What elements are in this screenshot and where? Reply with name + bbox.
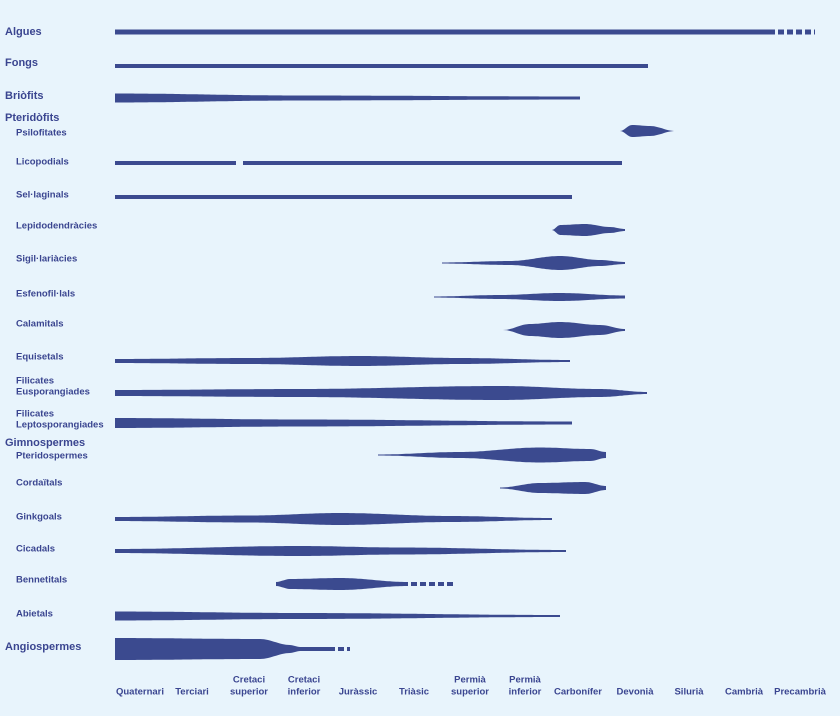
- subgroup-label: Licopodials: [16, 157, 69, 168]
- range-dash: [429, 582, 435, 586]
- range-spindle: [115, 195, 572, 199]
- period-label: Triàsic: [399, 687, 429, 698]
- subgroup-label: Sel·laginals: [16, 190, 69, 201]
- range-spindle: [115, 356, 570, 366]
- range-spindle: [620, 125, 675, 137]
- period-label: Cretaci: [288, 675, 320, 686]
- group-label: Angiospermes: [5, 641, 81, 653]
- subgroup-label: Calamitals: [16, 319, 64, 330]
- range-spindle: [115, 93, 580, 103]
- rows: Algues Fongs Briòfits Pteridòfits Psilofitat…: [5, 26, 815, 660]
- range-dash: [347, 647, 350, 651]
- range-spindle: [552, 224, 625, 236]
- period-label: Juràssic: [339, 687, 378, 698]
- subgroup-label: Esfenofil·lals: [16, 289, 75, 300]
- range-spindle: [434, 293, 625, 301]
- range-dash: [787, 29, 793, 35]
- subgroup-label: Psilofitates: [16, 128, 67, 139]
- subgroup-label: Eusporangiades: [16, 387, 90, 398]
- group-label: Pteridòfits: [5, 112, 59, 124]
- range-spindle: [115, 64, 648, 68]
- subgroup-label: Sigil·lariàcies: [16, 254, 77, 265]
- range-dash: [805, 29, 811, 35]
- range-spindle: [378, 447, 606, 463]
- period-label: Devonià: [617, 687, 655, 698]
- period-label: inferior: [509, 687, 542, 698]
- subgroup-label: Filicates: [16, 409, 54, 420]
- period-label: Cambrià: [725, 687, 764, 698]
- group-label: Algues: [5, 26, 42, 38]
- range-dash: [338, 647, 344, 651]
- period-label: Precambrià: [774, 687, 826, 698]
- periods: Quaternari TerciariCretacisuperiorCretaci…: [116, 675, 827, 698]
- group-label: Gimnospermes: [5, 437, 85, 449]
- subgroup-label: Lepidodendràcies: [16, 221, 97, 232]
- subgroup-label: Pteridospermes: [16, 451, 88, 462]
- range-spindle: [503, 322, 625, 338]
- subgroup-label: Equisetals: [16, 352, 64, 363]
- range-spindle: [115, 513, 552, 525]
- range-spindle: [115, 161, 236, 165]
- period-label: superior: [451, 687, 489, 698]
- group-label: Briòfits: [5, 90, 44, 102]
- range-spindle: [115, 29, 775, 35]
- range-dash: [814, 29, 815, 35]
- subgroup-label: Leptosporangiades: [16, 420, 104, 431]
- subgroup-label: Filicates: [16, 376, 54, 387]
- range-spindle: [115, 546, 566, 556]
- range-dash: [411, 582, 417, 586]
- subgroup-label: Cordaïtals: [16, 478, 62, 489]
- period-label: Silurià: [674, 687, 704, 698]
- subgroup-label: Cicadals: [16, 544, 55, 555]
- range-spindle: [115, 418, 572, 428]
- range-dash: [420, 582, 426, 586]
- range-spindle: [115, 611, 560, 621]
- period-label: Carbonífer: [554, 687, 602, 698]
- subgroup-label: Bennetitals: [16, 575, 67, 586]
- range-spindle: [276, 578, 408, 590]
- period-label: Permià: [454, 675, 486, 686]
- period-label: inferior: [288, 687, 321, 698]
- subgroup-label: Ginkgoals: [16, 512, 62, 523]
- range-dash: [447, 582, 453, 586]
- range-spindle: [115, 638, 335, 660]
- range-dash: [778, 29, 784, 35]
- range-dash: [438, 582, 444, 586]
- period-label: Permià: [509, 675, 541, 686]
- range-spindle: [442, 256, 625, 270]
- period-label: superior: [230, 687, 268, 698]
- period-label: Cretaci: [233, 675, 265, 686]
- range-spindle: [500, 482, 606, 494]
- group-label: Fongs: [5, 57, 38, 69]
- range-spindle: [115, 386, 647, 400]
- range-dash: [796, 29, 802, 35]
- range-spindle: [243, 161, 622, 165]
- subgroup-label: Abietals: [16, 609, 53, 620]
- period-label: Terciari: [175, 687, 209, 698]
- period-label: Quaternari: [116, 687, 164, 698]
